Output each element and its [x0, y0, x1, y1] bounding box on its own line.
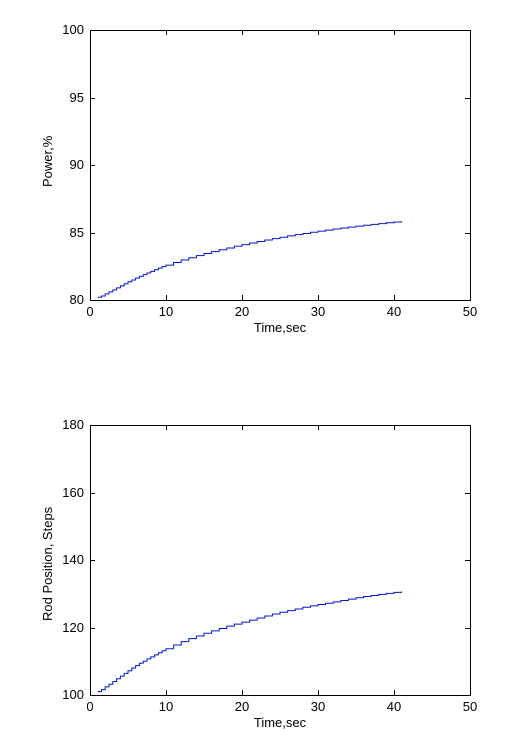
ytick-label: 100 [50, 22, 84, 37]
rod-chart: 01020304050100120140160180Time,secRod Po… [90, 425, 470, 695]
ytick-label: 140 [50, 552, 84, 567]
xtick-top [470, 425, 471, 430]
ytick-label: 90 [50, 157, 84, 172]
xtick-label: 50 [455, 304, 485, 319]
ytick-label: 95 [50, 90, 84, 105]
ytick-label: 120 [50, 620, 84, 635]
xtick-label: 20 [227, 304, 257, 319]
power-chart: 0102030405080859095100Time,secPower,% [90, 30, 470, 300]
xtick [470, 295, 471, 300]
power-chart-xlabel: Time,sec [90, 320, 470, 335]
xtick-label: 30 [303, 304, 333, 319]
rod-chart-xlabel: Time,sec [90, 715, 470, 730]
xtick-label: 40 [379, 304, 409, 319]
ytick-right [465, 300, 470, 301]
xtick-label: 10 [151, 699, 181, 714]
ytick-label: 180 [50, 417, 84, 432]
ytick-label: 160 [50, 485, 84, 500]
xtick-label: 40 [379, 699, 409, 714]
ytick-label: 85 [50, 225, 84, 240]
power-chart-ylabel: Power,% [40, 136, 55, 187]
xtick-label: 30 [303, 699, 333, 714]
rod-chart-series [90, 425, 470, 695]
xtick [470, 690, 471, 695]
ytick [90, 695, 95, 696]
xtick-label: 20 [227, 699, 257, 714]
xtick-top [470, 30, 471, 35]
xtick-label: 50 [455, 699, 485, 714]
rod-chart-ylabel: Rod Position, Steps [40, 507, 55, 621]
ytick-label: 100 [50, 687, 84, 702]
ytick [90, 300, 95, 301]
ytick-label: 80 [50, 292, 84, 307]
xtick-label: 10 [151, 304, 181, 319]
power-chart-series [90, 30, 470, 300]
ytick-right [465, 695, 470, 696]
